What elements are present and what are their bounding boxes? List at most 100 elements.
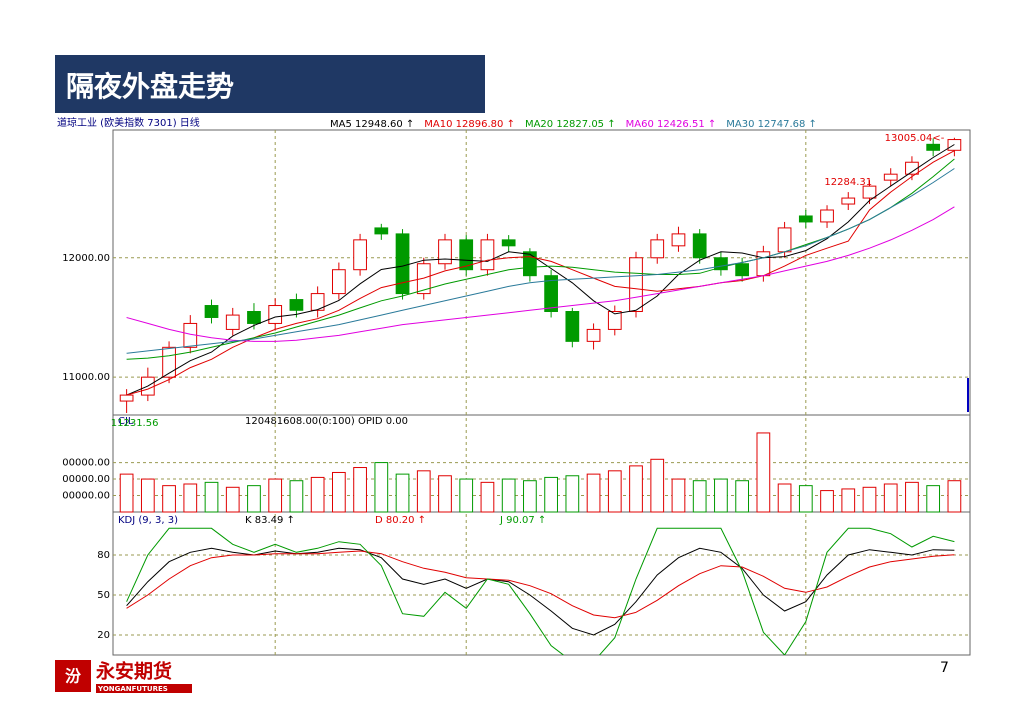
series-line <box>126 144 955 396</box>
page-number: 7 <box>940 660 949 676</box>
volume-bar <box>353 467 367 513</box>
y-tick-label: 00000.00 <box>62 474 110 485</box>
volume-bar <box>565 475 580 513</box>
volume-bar <box>926 485 941 513</box>
series-line <box>126 206 955 342</box>
candle-body <box>289 299 304 311</box>
candle-body <box>544 275 558 313</box>
volume-bar <box>544 476 558 513</box>
volume-bar <box>862 486 877 513</box>
candle-body <box>798 215 813 223</box>
candle-body <box>841 197 856 205</box>
legend-entry: MA20 12827.05 ↑ <box>525 119 616 130</box>
volume-bar <box>204 481 219 513</box>
series-line <box>126 527 955 655</box>
logo-icon: 汾 <box>65 667 81 686</box>
y-tick-label: 20 <box>97 630 110 641</box>
candle-body <box>586 328 601 342</box>
candle-body <box>480 239 495 271</box>
volume-bar <box>331 471 346 513</box>
candle-body <box>310 293 325 311</box>
candle-body <box>459 239 474 271</box>
y-tick-label: 50 <box>97 590 110 601</box>
panel-title: CJL <box>118 416 134 427</box>
volume-bar <box>480 481 495 513</box>
panel-subtitle: 120481608.00(0:100) OPID 0.00 <box>245 416 408 427</box>
legend-entry: MA60 12426.51 ↑ <box>626 119 717 130</box>
volume-bar <box>247 485 261 513</box>
volume-bar <box>225 486 240 513</box>
volume-bar <box>607 470 622 513</box>
kdj-lines <box>126 527 955 655</box>
y-tick-label: 80 <box>97 550 110 561</box>
volume-bar <box>523 480 537 513</box>
series-line <box>126 168 955 354</box>
volume-bar <box>905 481 919 513</box>
volume-bar <box>798 485 813 513</box>
volume-bar <box>374 462 389 513</box>
candle-body <box>438 239 452 265</box>
candle-body <box>692 233 707 259</box>
candle-body <box>268 305 283 324</box>
volume-bar <box>586 473 601 513</box>
y-tick-label: 00000.00 <box>62 491 110 502</box>
logo-sub: YONGANFUTURES <box>97 685 168 693</box>
volume-bar <box>395 473 410 513</box>
candle-body <box>905 161 919 175</box>
candle-body <box>331 269 346 295</box>
annotation: 12284.31 <box>824 177 872 188</box>
chart-title: 道琼工业 (欧美指数 7301) 日线 <box>57 116 200 129</box>
candle-body <box>756 251 771 277</box>
candle-body <box>353 239 367 271</box>
volume-bar <box>268 478 283 513</box>
series-line <box>126 550 955 619</box>
y-tick-label: 00000.00 <box>62 458 110 469</box>
candle-body <box>374 227 389 235</box>
logo: 汾 永安期货 YONGANFUTURES <box>55 660 192 693</box>
volume-bar <box>777 483 792 513</box>
candle-body <box>862 185 877 199</box>
candle-body <box>501 239 516 247</box>
volume-bar <box>947 480 962 513</box>
panel-title: KDJ (9, 3, 3) <box>118 515 178 526</box>
legend-entry: MA10 12896.80 ↑ <box>424 119 515 130</box>
legend-entry: MA30 12747.68 ↑ <box>726 119 817 130</box>
candle-body <box>883 173 898 181</box>
candle-body <box>671 233 686 247</box>
logo-mark <box>55 660 91 692</box>
logo-band <box>96 684 192 693</box>
candle-body <box>735 263 750 277</box>
volume-bar <box>183 483 198 513</box>
volume-bar <box>671 478 686 513</box>
volume-bar <box>735 480 750 513</box>
volume-bar <box>820 490 834 513</box>
title-bar <box>55 55 485 113</box>
candle-body <box>119 394 134 402</box>
legend-entry: MA5 12948.60 ↑ <box>330 119 414 130</box>
volume-bar <box>629 465 643 513</box>
volume-bar <box>714 478 728 513</box>
annotation: 11231.56 <box>111 418 159 429</box>
volume-bar <box>756 432 771 513</box>
candle-body <box>523 251 537 277</box>
candle-body <box>395 233 410 295</box>
slide-title: 隔夜外盘走势 <box>66 70 234 103</box>
candle-body <box>247 311 261 324</box>
logo-text: 永安期货 <box>95 660 172 683</box>
volume-bar <box>140 478 155 513</box>
series-line <box>126 150 955 396</box>
candle-body <box>926 143 941 151</box>
chart-frame <box>112 129 971 656</box>
candle-body <box>204 305 219 318</box>
legend-entry: D 80.20 ↑ <box>375 515 426 526</box>
candle-body <box>820 209 834 223</box>
candle-body <box>777 227 792 253</box>
volume-bar <box>501 478 516 513</box>
series-line <box>126 547 955 636</box>
volume-bar <box>289 480 304 513</box>
volume-bar <box>650 458 665 513</box>
series-line <box>126 158 955 360</box>
candle-body <box>629 257 643 313</box>
candle-body <box>714 257 728 271</box>
